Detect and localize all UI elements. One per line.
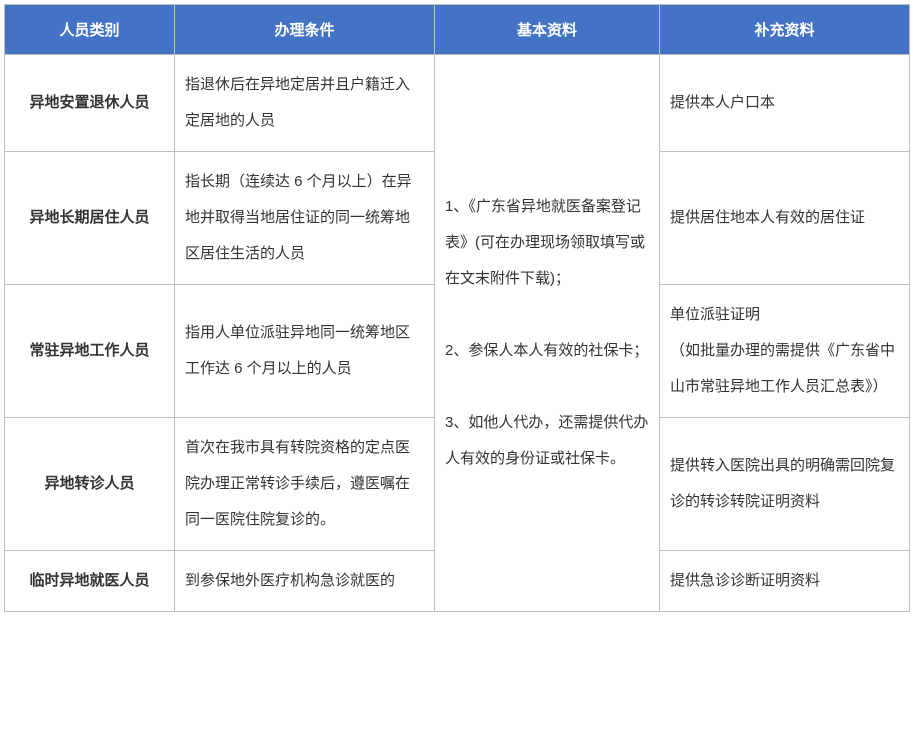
condition-cell: 指退休后在异地定居并且户籍迁入定居地的人员 (175, 55, 435, 152)
col-header-basic: 基本资料 (435, 5, 660, 55)
supplement-cell: 提供居住地本人有效的居住证 (660, 152, 910, 285)
col-header-condition: 办理条件 (175, 5, 435, 55)
table-row: 异地安置退休人员 指退休后在异地定居并且户籍迁入定居地的人员 1、《广东省异地就… (5, 55, 910, 152)
condition-cell: 指长期（连续达 6 个月以上）在异地并取得当地居住证的同一统筹地区居住生活的人员 (175, 152, 435, 285)
category-cell: 异地安置退休人员 (5, 55, 175, 152)
category-cell: 异地转诊人员 (5, 418, 175, 551)
supplement-cell: 单位派驻证明（如批量办理的需提供《广东省中山市常驻异地工作人员汇总表》） (660, 285, 910, 418)
supplement-cell: 提供转入医院出具的明确需回院复诊的转诊转院证明资料 (660, 418, 910, 551)
col-header-category: 人员类别 (5, 5, 175, 55)
condition-cell: 首次在我市具有转院资格的定点医院办理正常转诊手续后，遵医嘱在同一医院住院复诊的。 (175, 418, 435, 551)
supplement-cell: 提供急诊诊断证明资料 (660, 551, 910, 612)
basic-materials-cell: 1、《广东省异地就医备案登记表》(可在办理现场领取填写或在文末附件下载)；2、参… (435, 55, 660, 612)
col-header-supplement: 补充资料 (660, 5, 910, 55)
category-cell: 异地长期居住人员 (5, 152, 175, 285)
supplement-cell: 提供本人户口本 (660, 55, 910, 152)
condition-cell: 到参保地外医疗机构急诊就医的 (175, 551, 435, 612)
requirements-table: 人员类别 办理条件 基本资料 补充资料 异地安置退休人员 指退休后在异地定居并且… (4, 4, 910, 612)
category-cell: 常驻异地工作人员 (5, 285, 175, 418)
header-row: 人员类别 办理条件 基本资料 补充资料 (5, 5, 910, 55)
condition-cell: 指用人单位派驻异地同一统筹地区工作达 6 个月以上的人员 (175, 285, 435, 418)
category-cell: 临时异地就医人员 (5, 551, 175, 612)
